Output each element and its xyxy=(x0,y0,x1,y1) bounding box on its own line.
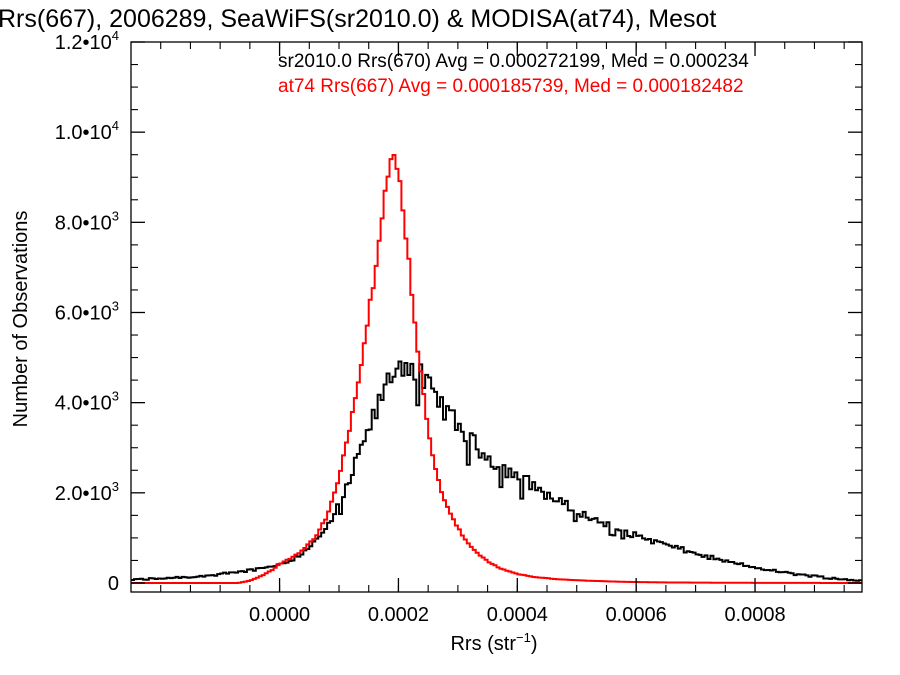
x-tick-label: 0.0006 xyxy=(606,604,667,626)
plot-frame xyxy=(130,41,863,593)
x-tick-label: 0.0000 xyxy=(249,604,310,626)
x-tick-label: 0.0004 xyxy=(487,604,548,626)
y-tick-label: 4.0•103 xyxy=(55,389,119,415)
series-line-black xyxy=(131,360,862,582)
x-axis-label-main: Rrs (str xyxy=(450,633,516,655)
y-tick-labels: 0 2.0•103 4.0•103 6.0•103 8.0•103 1.0•104 1.2•… xyxy=(55,28,119,595)
ticks-layer xyxy=(131,41,862,592)
legend-entry-black: sr2010.0 Rrs(670) Avg = 0.000272199, Med… xyxy=(278,51,749,72)
x-tick-label: 0.0002 xyxy=(368,604,429,626)
x-tick-label: 0.0008 xyxy=(724,604,785,626)
legend: sr2010.0 Rrs(670) Avg = 0.000272199, Med… xyxy=(278,51,749,97)
y-tick-label: 8.0•103 xyxy=(55,208,119,234)
series-line-red xyxy=(131,153,862,584)
y-tick-label: 0 xyxy=(108,573,119,595)
x-axis-label-superscript: −1 xyxy=(516,630,531,645)
x-axis-label-suffix: ) xyxy=(531,633,538,655)
y-axis-label: Number of Observations xyxy=(10,211,32,428)
legend-entry-red: at74 Rrs(667) Avg = 0.000185739, Med = 0… xyxy=(278,76,744,97)
x-tick-labels: 0.0000 0.0002 0.0004 0.0006 0.0008 xyxy=(249,604,786,626)
y-tick-label: 6.0•103 xyxy=(55,298,119,324)
y-tick-label: 2.0•103 xyxy=(55,479,119,505)
y-tick-label: 1.0•104 xyxy=(55,118,119,144)
y-tick-label: 1.2•104 xyxy=(55,28,119,54)
x-axis-label: Rrs (str−1) xyxy=(450,630,537,655)
chart-title: Rrs(667), 2006289, SeaWiFS(sr2010.0) & M… xyxy=(0,5,716,33)
series-layer xyxy=(131,153,862,584)
